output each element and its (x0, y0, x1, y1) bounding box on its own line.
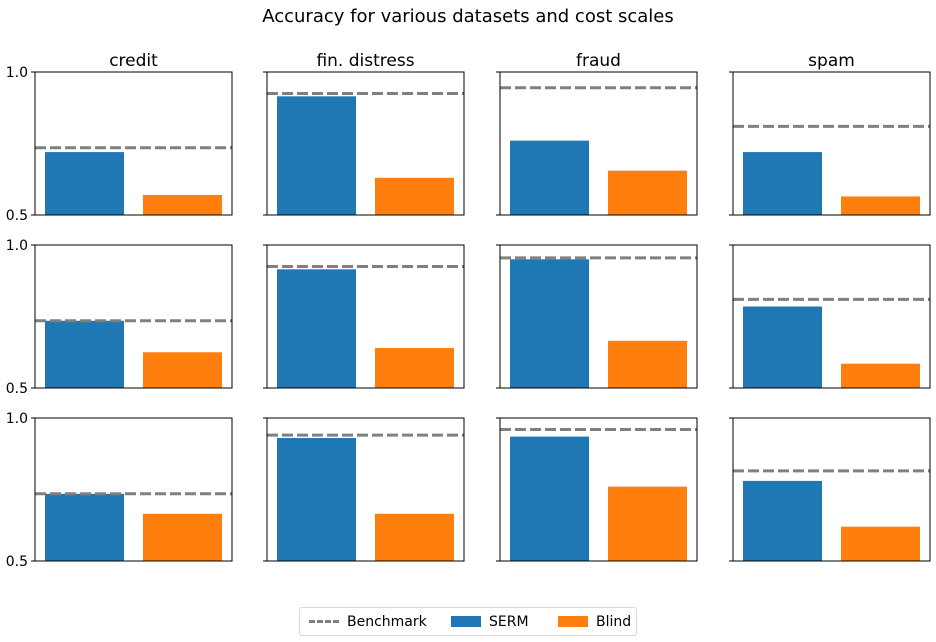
subplot-panel: 0.5 1.0 (6, 65, 233, 224)
subplot-panel: 0.5 1.0 (6, 238, 233, 397)
benchmark-line-swatch (309, 620, 339, 623)
bar-blind (841, 363, 920, 388)
bar-serm (277, 269, 356, 388)
subplot-title: credit (109, 51, 158, 71)
bar-blind (143, 352, 222, 388)
bar-serm (45, 152, 124, 215)
subplot-title: fraud (576, 51, 621, 71)
subplot-grid: credit fin. distress fraud spam 0.5 1.0 0.5 1.0… (6, 51, 931, 570)
bar-serm (510, 140, 589, 215)
bar-blind (143, 194, 222, 215)
subplot-panel (729, 417, 931, 562)
bar-blind (841, 196, 920, 215)
y-tick-label: 1.0 (6, 411, 28, 427)
axes-frame (499, 417, 698, 562)
serm-swatch (451, 616, 481, 627)
bar-serm (743, 306, 822, 388)
legend-label-benchmark: Benchmark (347, 613, 427, 630)
legend-label-serm: SERM (489, 613, 529, 630)
bar-blind (375, 177, 454, 215)
bar-serm (743, 152, 822, 215)
subplot-title: spam (808, 51, 855, 71)
subplot-panel (496, 71, 698, 216)
bar-serm (277, 438, 356, 561)
y-tick-label: 0.5 (6, 381, 28, 397)
axes-frame (266, 417, 465, 562)
bar-serm (277, 96, 356, 215)
bar-blind (841, 526, 920, 561)
axes-frame (499, 71, 698, 216)
bar-blind (608, 340, 687, 388)
blind-swatch (558, 616, 588, 627)
subplot-panel: 0.5 1.0 (6, 411, 233, 570)
chart-title: Accuracy for various datasets and cost s… (262, 6, 674, 27)
subplot-panel (729, 244, 931, 389)
subplot-panel (729, 71, 931, 216)
bar-serm (45, 493, 124, 561)
axes-frame (499, 244, 698, 389)
legend: Benchmark SERM Blind (299, 607, 637, 636)
axes-frame (266, 71, 465, 216)
legend-item-serm: SERM (451, 608, 529, 635)
y-tick-label: 0.5 (6, 208, 28, 224)
subplot-panel (496, 417, 698, 562)
axes-frame (732, 71, 931, 216)
axes-frame (732, 417, 931, 562)
bar-serm (510, 436, 589, 561)
bar-blind (608, 486, 687, 561)
axes-frame (732, 244, 931, 389)
bar-serm (743, 480, 822, 561)
subplot-panel (496, 244, 698, 389)
subplot-panel (263, 71, 465, 216)
bar-blind (375, 347, 454, 388)
bar-blind (608, 170, 687, 215)
y-tick-label: 1.0 (6, 65, 28, 81)
bar-blind (143, 513, 222, 561)
legend-label-blind: Blind (596, 613, 632, 630)
bar-blind (375, 513, 454, 561)
subplot-panel (263, 417, 465, 562)
axes-frame (34, 244, 233, 389)
y-tick-label: 1.0 (6, 238, 28, 254)
axes-frame (34, 71, 233, 216)
legend-item-blind: Blind (558, 608, 631, 635)
subplot-title: fin. distress (316, 51, 414, 71)
subplot-panel (263, 244, 465, 389)
axes-frame (34, 417, 233, 562)
bar-serm (45, 320, 124, 388)
bar-serm (510, 259, 589, 388)
y-tick-label: 0.5 (6, 554, 28, 570)
legend-item-benchmark: Benchmark (309, 608, 427, 635)
axes-frame (266, 244, 465, 389)
